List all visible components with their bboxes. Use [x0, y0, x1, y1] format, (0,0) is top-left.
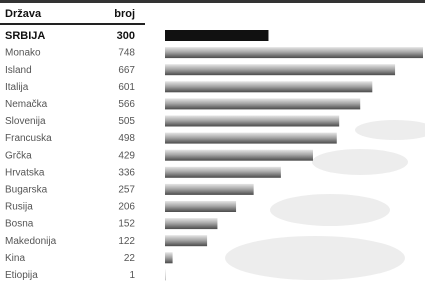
value-label: 122: [118, 236, 135, 247]
category-label: Francuska: [5, 133, 52, 144]
value-label: 498: [118, 133, 135, 144]
category-label: Bugarska: [5, 185, 48, 196]
category-label: Grčka: [5, 150, 32, 161]
category-label: Monako: [5, 48, 41, 59]
value-label: 1: [129, 270, 135, 281]
bar: [165, 252, 173, 263]
top-rule: [0, 0, 425, 3]
bar: [165, 64, 395, 75]
value-label: 601: [118, 82, 135, 93]
bar: [165, 133, 337, 144]
value-label: 336: [118, 167, 135, 178]
value-label: 505: [118, 116, 135, 127]
header-rule: [0, 23, 145, 25]
bar: [165, 150, 313, 161]
bar: [165, 235, 207, 246]
bar: [165, 30, 268, 41]
category-label: Island: [5, 65, 32, 76]
category-label: Slovenija: [5, 116, 46, 127]
bar: [165, 116, 339, 127]
column-header: broj: [114, 8, 135, 20]
value-label: 566: [118, 99, 135, 110]
category-label: Nemačka: [5, 99, 48, 110]
bar: [165, 218, 217, 229]
value-label: 22: [124, 253, 136, 264]
value-label: 667: [118, 65, 135, 76]
bar: [165, 167, 281, 178]
category-label: SRBIJA: [5, 30, 45, 42]
category-label: Etiopija: [5, 270, 38, 281]
value-label: 300: [117, 30, 135, 42]
bar: [165, 201, 236, 212]
value-label: 257: [118, 185, 135, 196]
value-label: 206: [118, 202, 135, 213]
category-label: Kina: [5, 253, 25, 264]
category-label: Bosna: [5, 219, 34, 230]
category-label: Italija: [5, 82, 29, 93]
category-label: Rusija: [5, 202, 33, 213]
chart: Država broj SRBIJA 300 Monako 748 Island 667 I…: [0, 0, 425, 286]
bar: [165, 81, 372, 92]
bar: [165, 98, 360, 109]
category-label: Makedonija: [5, 236, 57, 247]
column-header: Država: [5, 8, 42, 20]
value-label: 748: [118, 48, 135, 59]
bar: [165, 47, 423, 58]
value-label: 429: [118, 150, 135, 161]
value-label: 152: [118, 219, 135, 230]
category-label: Hrvatska: [5, 167, 45, 178]
bar: [165, 184, 254, 195]
car-decoration: [225, 120, 425, 280]
